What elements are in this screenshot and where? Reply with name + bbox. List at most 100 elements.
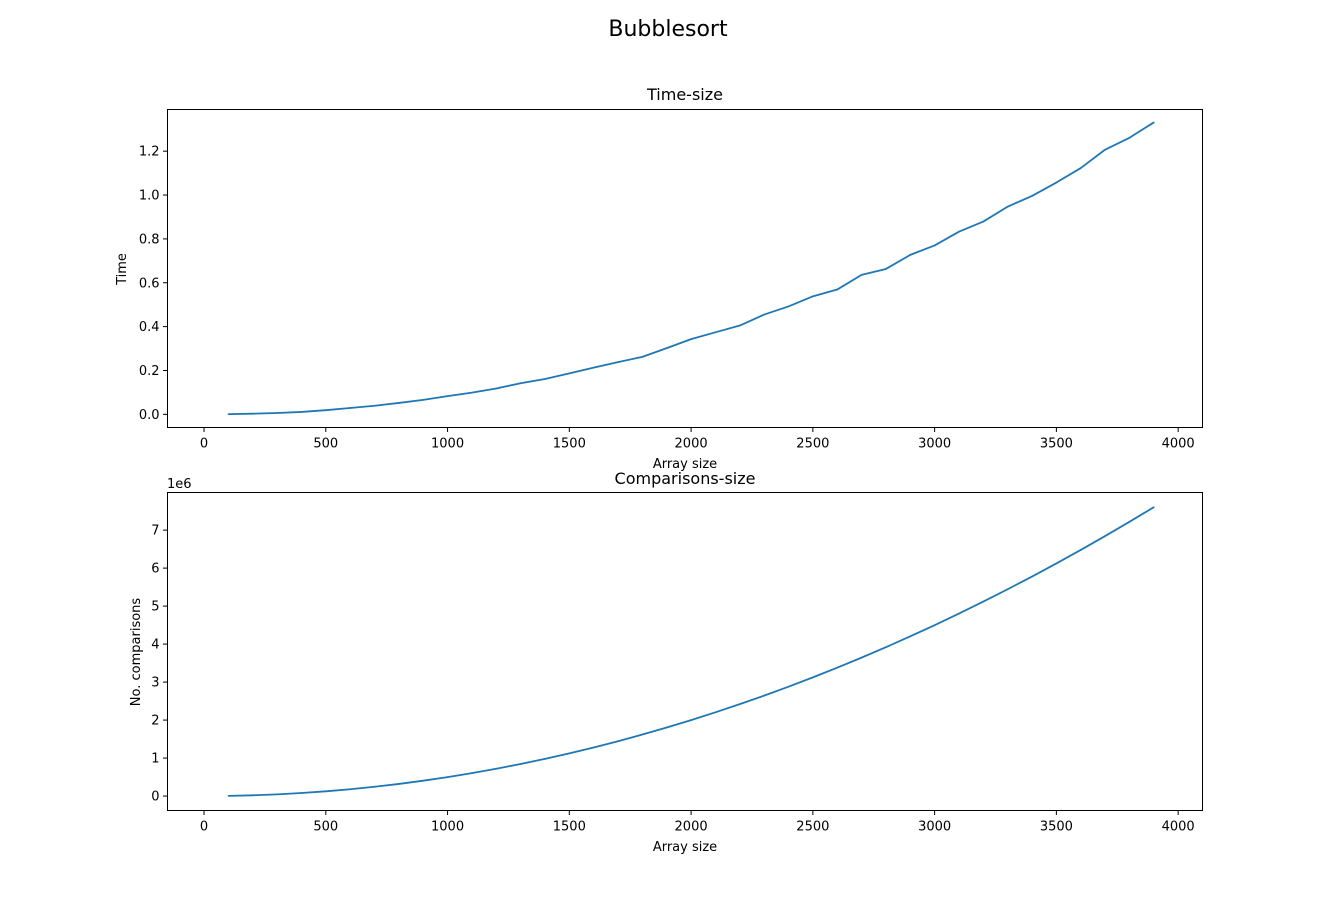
time-size-data-point bbox=[1079, 167, 1082, 169]
time-size-data-point bbox=[592, 366, 595, 369]
comparisons-size-data-point bbox=[982, 600, 985, 603]
comparisons-size-data-point bbox=[227, 795, 230, 797]
time-size-data-point bbox=[690, 338, 692, 340]
time-size-xtick-label: 0 bbox=[200, 437, 208, 452]
time-size-xtick-label: 2500 bbox=[796, 437, 829, 452]
comparisons-size-frame bbox=[167, 492, 1203, 811]
comparisons-size-data-point bbox=[714, 711, 717, 714]
comparisons-size-data-point bbox=[665, 726, 668, 729]
time-size-ticks: 0 500 1000 1500 2000 2500 3000 3500 4000 0.0 0.2 0.… bbox=[139, 145, 1195, 452]
time-size-data-point bbox=[373, 404, 376, 407]
comparisons-size-data-point bbox=[641, 733, 644, 736]
comparisons-size-xtick-label: 2000 bbox=[675, 820, 708, 835]
time-size-data-point bbox=[519, 382, 522, 385]
time-size-ylabel: Time bbox=[115, 253, 130, 286]
comparisons-size-xtick-label: 4000 bbox=[1162, 820, 1195, 835]
comparisons-size-ytick-label: 5 bbox=[151, 600, 159, 615]
time-size-data-point bbox=[885, 268, 887, 270]
comparisons-size-data-point bbox=[1055, 562, 1058, 565]
time-size-data-point bbox=[958, 230, 960, 233]
comparisons-size-data-point bbox=[592, 746, 595, 749]
time-size-ytick-label: 1.0 bbox=[139, 189, 160, 204]
comparisons-size-data-point bbox=[787, 685, 790, 688]
time-size-xtick-label: 3000 bbox=[918, 437, 951, 452]
comparisons-size-axes: Comparisons-size Array size No. comparis… bbox=[129, 469, 1203, 855]
time-size-data-point bbox=[544, 378, 546, 380]
time-size-data-point bbox=[738, 324, 741, 327]
time-size-data-point bbox=[763, 313, 765, 316]
comparisons-size-data-point bbox=[349, 788, 351, 791]
comparisons-size-data-point bbox=[812, 676, 814, 679]
comparisons-size-data-point bbox=[276, 793, 278, 796]
time-size-xtick-label: 1000 bbox=[431, 437, 464, 452]
time-size-xtick-label: 3500 bbox=[1040, 437, 1073, 452]
comparisons-size-xtick-label: 0 bbox=[200, 820, 208, 835]
comparisons-size-data-point bbox=[763, 694, 765, 697]
time-size-ytick-label: 0.2 bbox=[139, 364, 160, 379]
time-size-data-point bbox=[909, 254, 912, 256]
comparisons-size-data-point bbox=[1006, 588, 1009, 591]
time-size-xtick-label: 4000 bbox=[1162, 437, 1195, 452]
comparisons-size-data-point bbox=[544, 758, 546, 760]
time-size-ytick-label: 0.8 bbox=[139, 232, 160, 247]
comparisons-size-title: Comparisons-size bbox=[615, 469, 756, 488]
comparisons-size-data-point bbox=[690, 719, 692, 721]
time-size-data-point bbox=[1128, 136, 1131, 139]
time-size-data-point bbox=[227, 413, 230, 415]
time-size-data-point bbox=[836, 288, 839, 291]
time-size-data-point bbox=[812, 295, 814, 298]
comparisons-size-xtick-label: 3000 bbox=[918, 820, 951, 835]
comparisons-size-ytick-label: 1 bbox=[151, 752, 159, 767]
time-size-data-point bbox=[1031, 195, 1033, 197]
comparisons-size-data-point bbox=[1079, 549, 1082, 551]
time-size-data-point bbox=[349, 407, 351, 409]
comparisons-size-data-point bbox=[909, 635, 912, 638]
comparisons-size-data-point bbox=[738, 703, 741, 705]
comparisons-size-data-point bbox=[471, 772, 473, 774]
comparisons-size-ytick-label: 3 bbox=[151, 676, 159, 691]
time-size-line bbox=[228, 121, 1155, 416]
comparisons-size-data-point bbox=[519, 763, 522, 765]
time-size-xlabel: Array size bbox=[653, 457, 717, 472]
time-size-data-point bbox=[422, 399, 425, 401]
comparisons-size-ylabel: No. comparisons bbox=[129, 598, 144, 707]
comparisons-size-xtick-label: 3500 bbox=[1040, 820, 1073, 835]
comparisons-size-data-point bbox=[836, 666, 839, 669]
time-size-data-point bbox=[1055, 181, 1058, 184]
time-size-title: Time-size bbox=[646, 85, 723, 104]
comparisons-size-data-point bbox=[422, 779, 425, 782]
time-size-data-point bbox=[617, 361, 619, 363]
time-size-ytick-label: 1.2 bbox=[139, 145, 160, 160]
comparisons-size-ticks: 0 500 1000 1500 2000 2500 3000 3500 4000 0 1 2 3 4 5 6 7 bbox=[151, 524, 1194, 835]
time-size-data-point bbox=[860, 274, 863, 276]
time-size-data-point bbox=[982, 220, 985, 223]
time-size-data-point bbox=[446, 395, 449, 397]
comparisons-size-xtick-label: 1500 bbox=[553, 820, 586, 835]
time-size-frame bbox=[167, 109, 1203, 428]
time-size-data-point bbox=[324, 409, 327, 411]
comparisons-size-data-point bbox=[398, 783, 400, 785]
time-size-data-point bbox=[398, 402, 400, 404]
time-size-data-point bbox=[300, 411, 303, 413]
time-size-xtick-label: 500 bbox=[313, 437, 338, 452]
comparisons-size-data-point bbox=[1104, 535, 1106, 537]
time-size-data-point bbox=[665, 347, 668, 349]
time-size-data-point bbox=[495, 387, 498, 390]
time-size-data-point bbox=[787, 305, 790, 308]
comparisons-size-xlabel: Array size bbox=[653, 840, 717, 855]
time-size-data-point bbox=[471, 391, 473, 394]
comparisons-size-data-point bbox=[568, 752, 571, 755]
time-size-data-point bbox=[1104, 148, 1106, 151]
comparisons-size-xtick-label: 1000 bbox=[431, 820, 464, 835]
comparisons-size-ytick-label: 0 bbox=[151, 790, 159, 805]
comparisons-size-xtick-label: 500 bbox=[313, 820, 338, 835]
figure-title: Bubblesort bbox=[608, 17, 728, 42]
time-size-ytick-label: 0.4 bbox=[139, 320, 160, 335]
comparisons-size-offset-text: 1e6 bbox=[167, 477, 192, 492]
time-size-xtick-label: 1500 bbox=[553, 437, 586, 452]
time-size-data-point bbox=[1006, 205, 1009, 208]
comparisons-size-data-point bbox=[324, 790, 327, 793]
comparisons-size-data-point bbox=[300, 792, 303, 794]
comparisons-size-data-point bbox=[1152, 506, 1155, 509]
comparisons-size-ytick-label: 6 bbox=[151, 562, 159, 577]
